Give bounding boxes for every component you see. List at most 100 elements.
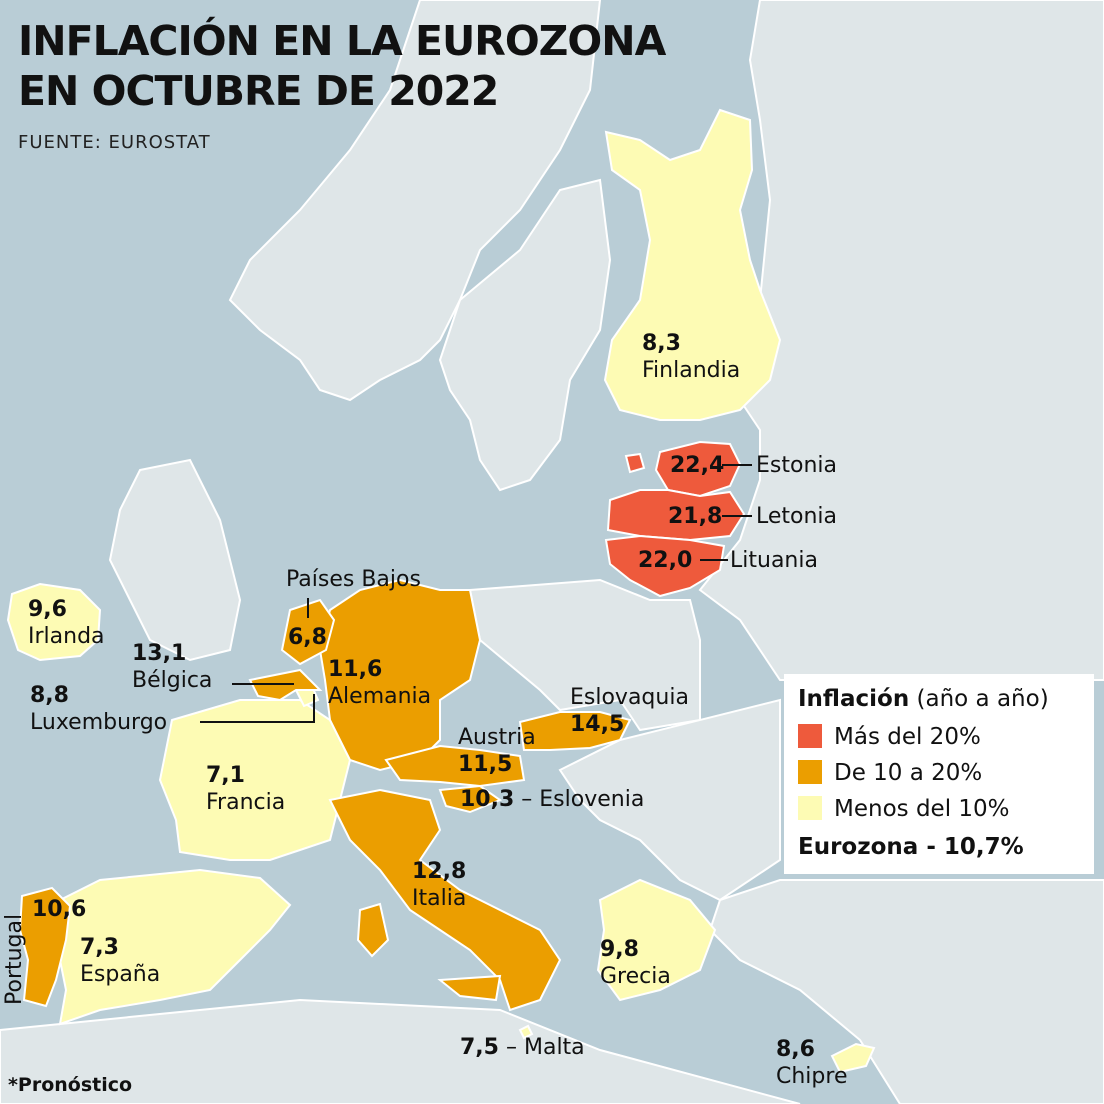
label-germany: 11,6 Alemania — [328, 656, 431, 710]
label-austria: Austria 11,5 — [458, 724, 536, 778]
name-germany: Alemania — [328, 684, 432, 709]
name-portugal: Portugal — [2, 913, 27, 1005]
legend-eurozone-total: Eurozona - 10,7% — [798, 834, 1024, 860]
great-britain — [108, 458, 242, 662]
label-portugal-value: 10,6 — [32, 896, 86, 923]
country-slovakia — [518, 711, 632, 751]
label-greece: 9,8 Grecia — [600, 936, 671, 990]
country-portugal — [18, 886, 72, 1008]
name-france: Francia — [206, 790, 286, 815]
value-netherlands: 6,8 — [288, 625, 327, 650]
label-lithuania-value: 22,0 — [638, 547, 692, 574]
value-greece: 9,8 — [600, 937, 639, 962]
name-greece: Grecia — [600, 964, 671, 989]
legend-title-bold: Inflación — [798, 686, 910, 712]
title-line-2: EN OCTUBRE DE 2022 — [18, 67, 499, 115]
turkey — [708, 879, 1104, 1104]
label-latvia-value: 21,8 — [668, 503, 722, 530]
value-france: 7,1 — [206, 763, 245, 788]
legend-item-low: Menos del 10% — [798, 796, 1010, 822]
label-france: 7,1 Francia — [206, 762, 285, 816]
low-inflation-group — [6, 108, 876, 1074]
legend-swatch-low — [798, 796, 822, 820]
country-latvia — [606, 489, 746, 542]
country-finland — [603, 108, 782, 421]
value-belgium: 13,1 — [132, 641, 187, 666]
map-title: INFLACIÓN EN LA EUROZONA EN OCTUBRE DE 2… — [18, 16, 666, 116]
country-germany — [318, 578, 482, 772]
legend-swatch-mid — [798, 760, 822, 784]
legend-box: Inflación (año a año) Más del 20% De 10 … — [784, 674, 1094, 874]
value-austria: 11,5 — [458, 752, 513, 777]
country-cyprus — [830, 1042, 876, 1074]
balkans — [558, 698, 781, 902]
value-slovakia: 14,5 — [570, 712, 625, 737]
legend-title-rest: (año a año) — [909, 686, 1049, 712]
value-lithuania: 22,0 — [638, 548, 693, 573]
name-netherlands: Países Bajos — [286, 567, 421, 592]
value-ireland: 9,6 — [28, 597, 67, 622]
country-estonia-island — [624, 452, 646, 474]
value-cyprus: 8,6 — [776, 1037, 815, 1062]
country-sicily — [437, 974, 502, 1002]
high-inflation-group — [604, 440, 746, 598]
name-belgium: Bélgica — [132, 668, 213, 693]
name-estonia: Estonia — [756, 453, 837, 478]
label-malta: 7,5 – Malta — [460, 1035, 585, 1060]
name-latvia: Letonia — [756, 504, 838, 529]
legend-swatch-high — [798, 724, 822, 748]
label-ireland: 9,6 Irlanda — [28, 596, 105, 650]
value-spain: 7,3 — [80, 935, 119, 960]
label-slovenia: 10,3 – Eslovenia — [460, 787, 645, 812]
legend-label-mid: De 10 a 20% — [834, 760, 983, 786]
country-malta — [518, 1024, 534, 1040]
leader-lines — [200, 464, 752, 723]
name-cyprus: Chipre — [776, 1064, 848, 1089]
mid-inflation-group — [18, 578, 632, 1012]
value-malta: 7,5 — [460, 1035, 499, 1060]
name-lithuania: Lituania — [730, 548, 818, 573]
name-luxembourg: Luxemburgo — [30, 710, 168, 735]
title-line-1: INFLACIÓN EN LA EUROZONA — [18, 17, 666, 65]
label-belgium: 13,1 Bélgica — [132, 640, 212, 694]
value-slovenia: 10,3 — [460, 787, 515, 812]
country-slovenia — [438, 784, 503, 814]
name-slovakia: Eslovaquia — [570, 685, 689, 710]
country-italy — [328, 788, 562, 1012]
name-spain: España — [80, 962, 161, 987]
country-estonia — [654, 440, 742, 498]
value-luxembourg: 8,8 — [30, 683, 69, 708]
country-lithuania — [604, 534, 726, 598]
name-finland: Finlandia — [642, 358, 741, 383]
value-estonia: 22,4 — [670, 453, 725, 478]
country-spain — [58, 868, 292, 1026]
label-finland: 8,3 Finlandia — [642, 330, 740, 384]
legend-item-high: Más del 20% — [798, 724, 981, 750]
name-italy: Italia — [412, 886, 467, 911]
sweden — [438, 178, 612, 492]
leader-luxembourg — [200, 694, 315, 723]
name-malta: Malta — [523, 1035, 585, 1060]
country-austria — [384, 744, 526, 788]
label-slovakia: Eslovaquia 14,5 — [570, 684, 689, 738]
label-spain: 7,3 España — [80, 934, 160, 988]
value-latvia: 21,8 — [668, 504, 723, 529]
legend-title: Inflación (año a año) — [798, 686, 1049, 712]
legend-label-high: Más del 20% — [834, 724, 981, 750]
value-germany: 11,6 — [328, 657, 383, 682]
poland — [468, 578, 701, 732]
label-netherlands-value: 6,8 — [288, 624, 327, 651]
name-austria: Austria — [458, 725, 536, 750]
legend-item-mid: De 10 a 20% — [798, 760, 982, 786]
name-slovenia: Eslovenia — [539, 787, 645, 812]
label-italy: 12,8 Italia — [412, 858, 466, 912]
country-sardinia — [356, 902, 390, 958]
value-portugal: 10,6 — [32, 897, 87, 922]
country-netherlands — [280, 598, 336, 666]
label-cyprus: 8,6 Chipre — [776, 1036, 847, 1090]
value-italy: 12,8 — [412, 859, 467, 884]
footnote: *Pronóstico — [8, 1074, 133, 1096]
